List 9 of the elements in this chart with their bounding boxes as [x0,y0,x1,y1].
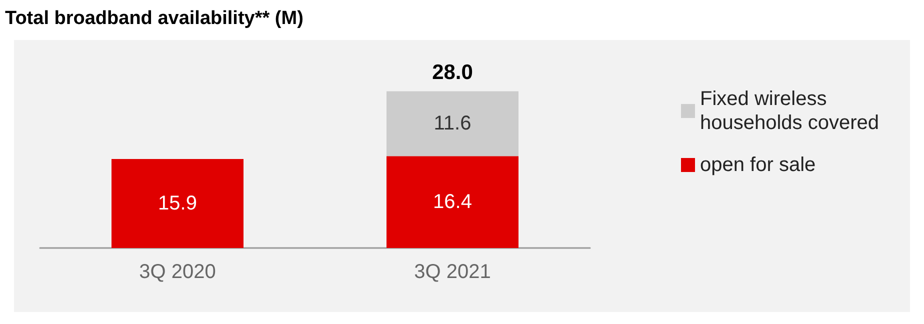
data-label: 16.4 [433,191,472,214]
total-label: 28.0 [432,61,473,84]
x-tick-label: 3Q 2021 [414,261,491,283]
legend-label: Fixed wireless households covered [700,88,880,134]
x-tick-label: 3Q 2020 [139,261,216,283]
legend-label: open for sale [700,154,816,176]
chart-title: Total broadband availability** (M) [5,8,304,29]
data-label: 15.9 [158,192,197,214]
data-label: 11.6 [434,112,472,135]
